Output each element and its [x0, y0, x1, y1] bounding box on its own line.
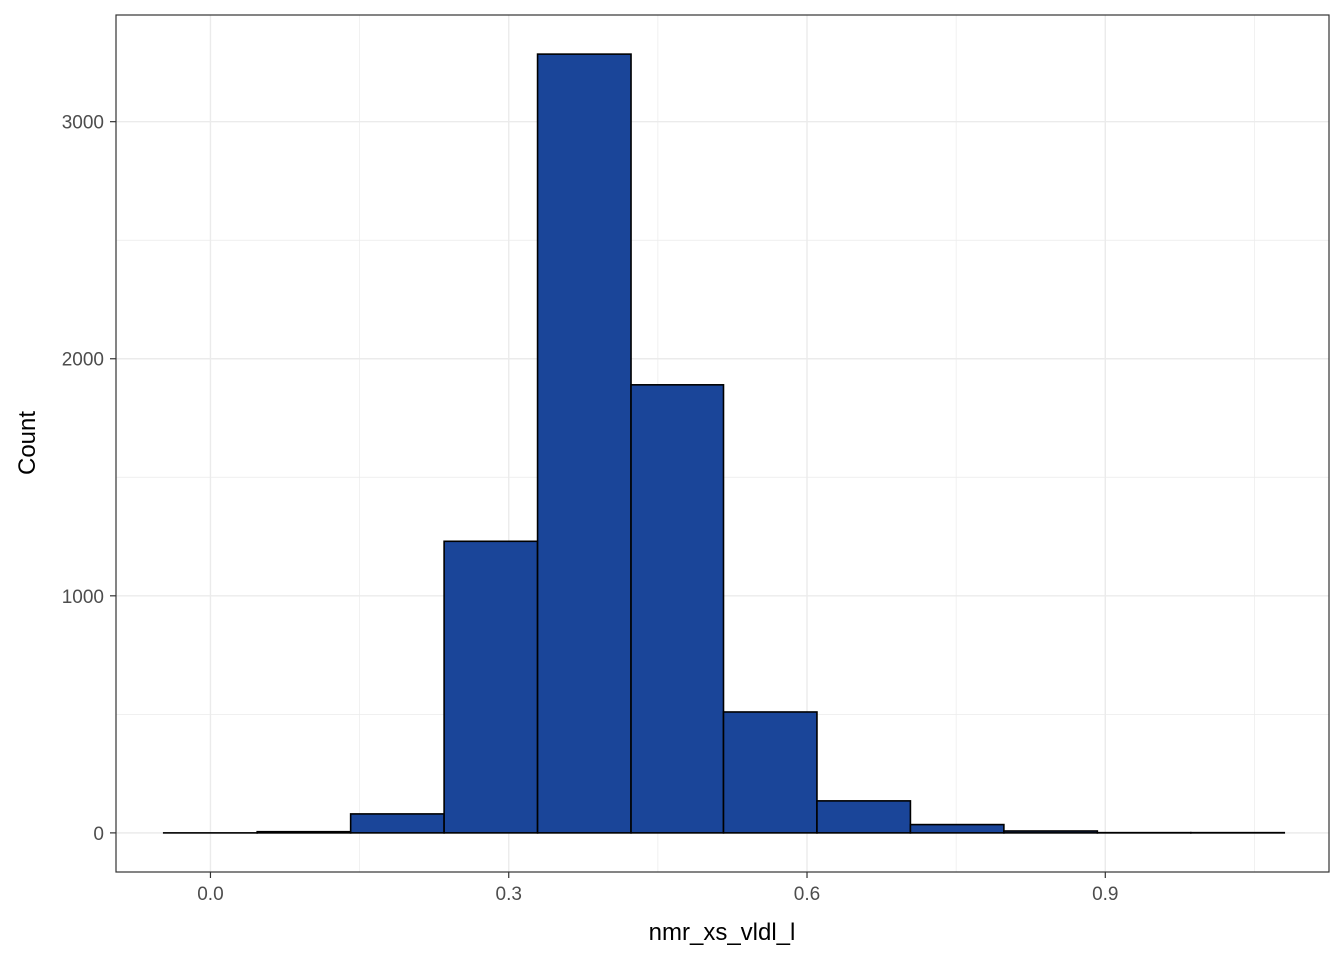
histogram-bar: [443, 540, 539, 834]
histogram-bar: [630, 384, 725, 834]
x-tick-label: 0.3: [496, 884, 522, 905]
histogram-bar: [1003, 830, 1099, 834]
y-tick-label: 3000: [62, 113, 104, 134]
histogram-bar: [722, 711, 818, 834]
y-axis-ticks: 0 1000 2000 3000: [62, 113, 116, 845]
y-axis-title: Count: [14, 411, 41, 475]
histogram-bar: [349, 813, 445, 834]
x-axis-title: nmr_xs_vldl_l: [649, 919, 796, 946]
y-tick-label: 2000: [62, 350, 104, 371]
x-tick-label: 0.0: [197, 884, 223, 905]
histogram-bars: [162, 53, 1286, 834]
x-tick-label: 0.6: [794, 884, 820, 905]
histogram-bar: [256, 830, 352, 834]
plot-panel-border: [115, 14, 1330, 873]
x-tick-label: 0.9: [1092, 884, 1118, 905]
y-tick-label: 0: [93, 824, 104, 845]
histogram-bar: [909, 823, 1005, 834]
x-axis-ticks: 0.0 0.3 0.6 0.9: [197, 872, 1119, 905]
histogram-bar: [816, 800, 912, 834]
histogram-bar: [536, 53, 632, 834]
y-tick-label: 1000: [62, 587, 104, 608]
